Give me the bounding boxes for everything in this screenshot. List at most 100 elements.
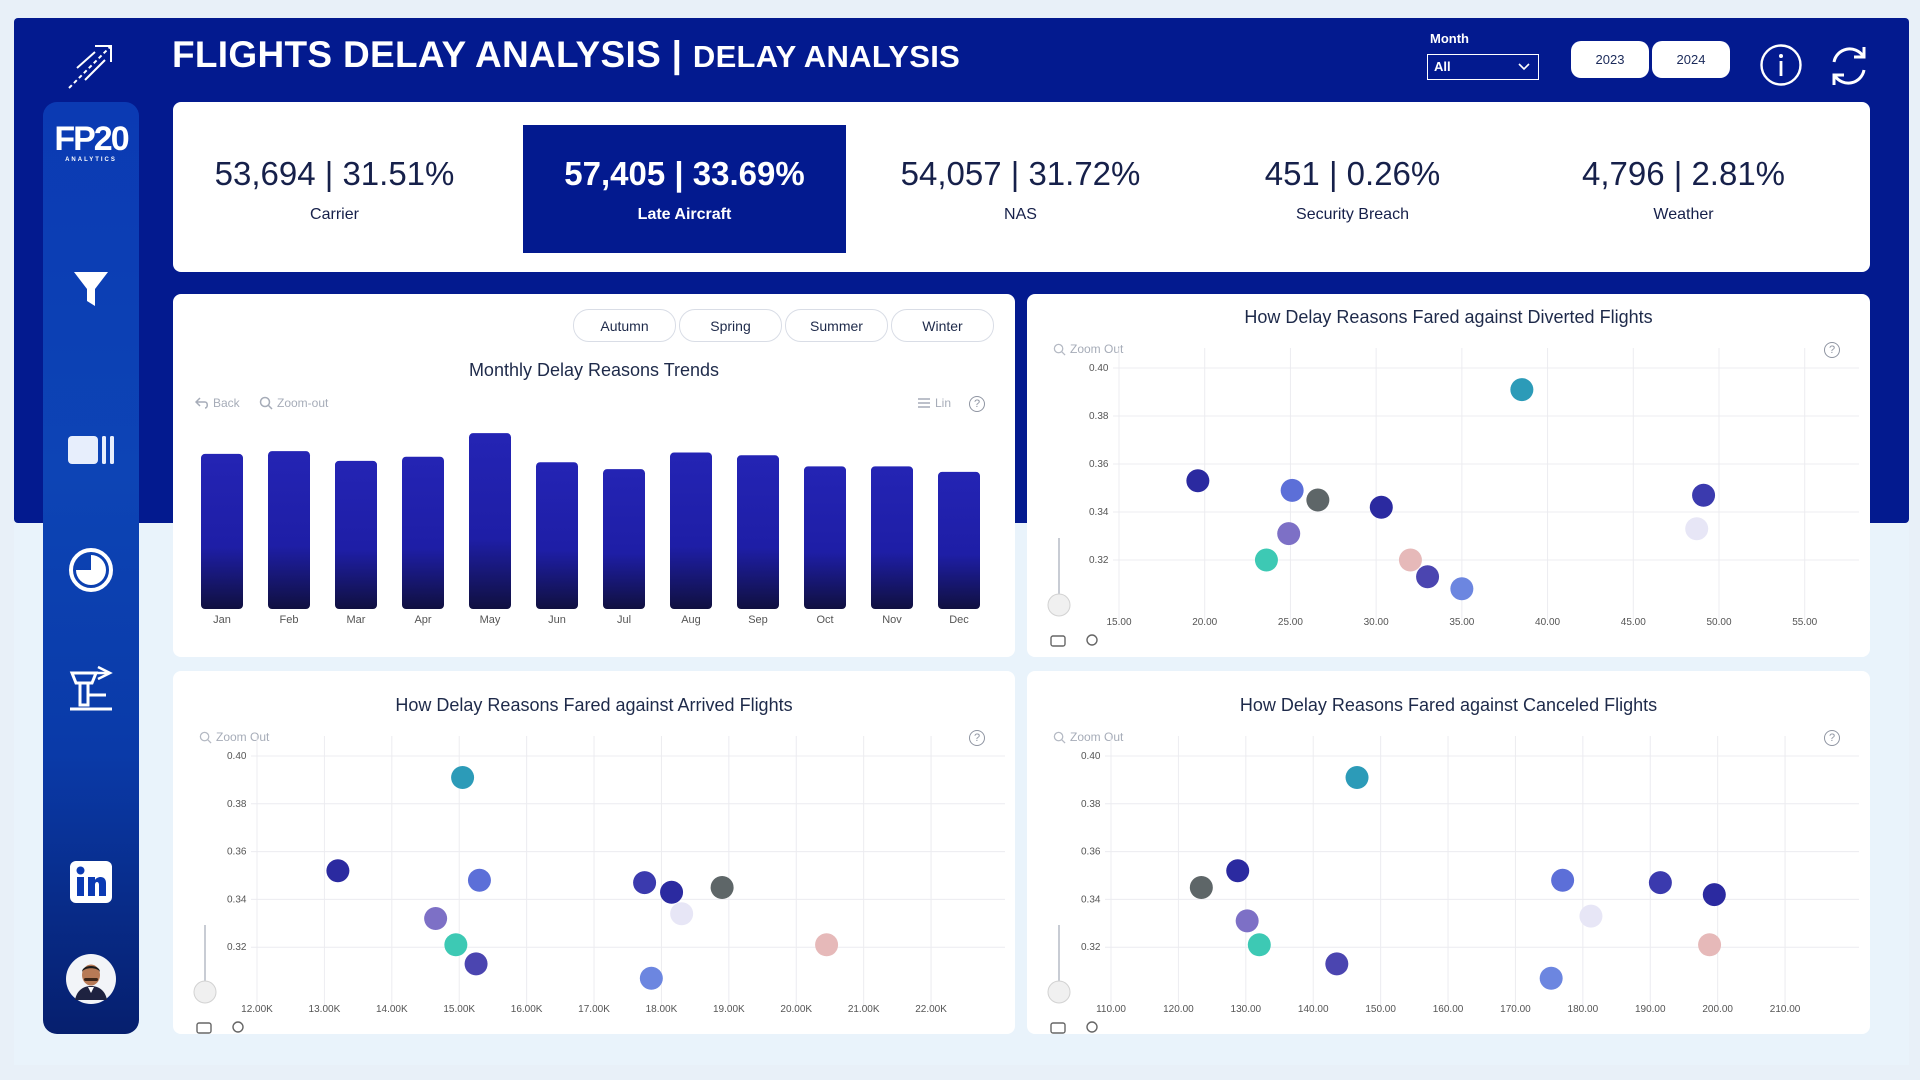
scatter-point [1648,871,1672,895]
bar [804,466,846,609]
brand-tagline: ANALYTICS [65,157,117,163]
y-tick-label: 0.38 [1089,411,1109,422]
kpi-value: 4,796 | 2.81% [1581,155,1786,192]
zoom-out-button[interactable]: Zoom Out [1053,342,1123,356]
x-tick-label: Dec [949,614,969,626]
kpi-weather[interactable]: 4,796 | 2.81% Weather [1522,125,1845,253]
x-tick-label: 180.00 [1568,1004,1599,1015]
x-tick-label: 19.00K [713,1004,745,1015]
season-spring-button[interactable]: Spring [679,309,782,342]
sidebar-item-linkedin[interactable] [43,858,139,906]
bar [201,453,243,609]
x-tick-label: 14.00K [376,1004,408,1015]
help-icon[interactable]: ? [969,730,985,746]
y-tick-label: 0.36 [227,847,247,858]
x-tick-label: 55.00 [1792,617,1817,628]
zoom-out-label: Zoom Out [216,730,270,744]
zoom-out-button[interactable]: Zoom-out [259,396,328,410]
sidebar-item-profile[interactable] [43,950,139,1008]
sidebar-item-filter[interactable] [43,267,139,311]
y-tick-label: 0.40 [227,751,247,762]
scatter-point [1306,488,1330,512]
kpi-value: 53,694 | 31.51% [214,155,455,192]
x-tick-label: May [480,614,501,626]
scatter-point [464,952,488,976]
arrived-scatter-chart: 0.40 0.38 0.36 0.34 0.32 12.00K 13.00K 14.00K 15… [193,736,1005,1034]
list-icon [918,398,930,408]
x-tick-label: 22.00K [915,1004,947,1015]
scatter-point [1702,883,1726,907]
x-tick-label: 200.00 [1702,1004,1733,1015]
zoom-out-icon [259,396,273,410]
bar [737,455,779,609]
chart-title: How Delay Reasons Fared against Diverted… [1244,307,1653,327]
kpi-late-aircraft[interactable]: 57,405 | 33.69% Late Aircraft [523,125,846,253]
season-autumn-button[interactable]: Autumn [573,309,676,342]
sidebar-item-airport[interactable] [43,662,139,714]
help-icon[interactable]: ? [969,396,985,412]
x-tick-label: 20.00 [1192,617,1217,628]
comment-icon [232,1021,244,1033]
y-tick-label: 0.34 [1089,507,1109,518]
kpi-value: 57,405 | 33.69% [564,155,805,192]
page-title: FLIGHTS DELAY ANALYSIS | DELAY ANALYSIS [172,34,960,76]
scatter-point [1247,933,1271,957]
bar [938,471,980,609]
kpi-security-breach[interactable]: 451 | 0.26% Security Breach [1191,125,1514,253]
bar [402,456,444,609]
season-summer-button[interactable]: Summer [785,309,888,342]
kpi-carrier[interactable]: 53,694 | 31.51% Carrier [173,125,496,253]
month-dropdown[interactable]: All [1427,54,1539,80]
kpi-label: Security Breach [1296,206,1409,223]
kpi-value: 451 | 0.26% [1264,155,1441,192]
y-tick-label: 0.34 [1081,894,1101,905]
camera-icon [1050,635,1066,647]
x-tick-label: 20.00K [780,1004,812,1015]
x-tick-label: 40.00 [1535,617,1560,628]
sidebar-item-time[interactable] [43,546,139,594]
season-winter-button[interactable]: Winter [891,309,994,342]
chart-title: How Delay Reasons Fared against Arrived … [395,695,793,715]
bar [871,466,913,609]
sidebar-item-panels[interactable] [43,430,139,470]
help-icon[interactable]: ? [1824,730,1840,746]
scatter-point [660,880,684,904]
zoom-out-label: Zoom-out [277,396,329,410]
linear-scale-toggle[interactable]: Lin [917,396,951,410]
scatter-point [1579,904,1603,928]
kpi-nas[interactable]: 54,057 | 31.72% NAS [859,125,1182,253]
zoom-out-icon [1053,731,1066,744]
zoom-out-button[interactable]: Zoom Out [1053,730,1123,744]
back-button[interactable]: Back [195,396,240,410]
title-sub: DELAY ANALYSIS [692,39,961,74]
month-label: Month [1430,31,1469,46]
canceled-scatter-chart: 0.40 0.38 0.36 0.34 0.32 110.00 120.00 130.00 14… [1047,736,1859,1034]
year-2023-button[interactable]: 2023 [1571,41,1649,78]
camera-icon [1050,1022,1066,1034]
airport-tower-icon [69,665,113,711]
x-tick-label: 170.00 [1500,1004,1531,1015]
bar [603,469,645,609]
x-tick-label: 17.00K [578,1004,610,1015]
x-tick-label: 190.00 [1635,1004,1666,1015]
kpi-value: 54,057 | 31.72% [900,155,1141,192]
help-icon[interactable]: ? [1824,342,1840,358]
avatar [66,954,116,1004]
year-2024-button[interactable]: 2024 [1652,41,1730,78]
x-tick-label: 50.00 [1706,617,1731,628]
scatter-point [1189,875,1213,899]
x-tick-label: Nov [882,614,902,626]
scatter-point [710,875,734,899]
scatter-point [670,902,694,926]
info-icon[interactable] [1759,43,1803,87]
zoom-out-button[interactable]: Zoom Out [199,730,269,744]
scatter-point [1398,548,1422,572]
brand-name: FP20 [54,120,129,158]
scatter-point [1551,868,1575,892]
x-tick-label: Jun [548,614,566,626]
refresh-icon[interactable] [1826,43,1872,89]
zoom-out-label: Zoom Out [1070,342,1124,356]
scatter-point [1280,478,1304,502]
sidebar: FP20 ANALYTICS [43,102,139,1034]
y-tick-label: 0.40 [1081,751,1101,762]
